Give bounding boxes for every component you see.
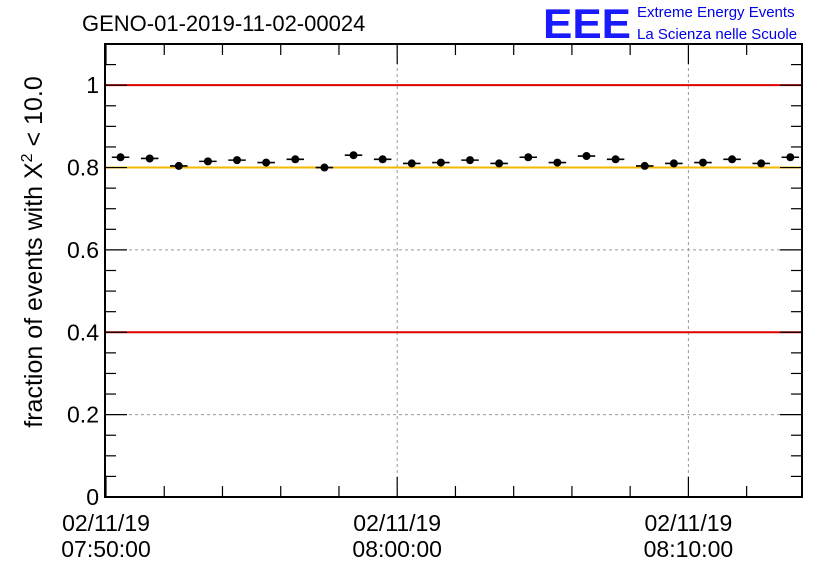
chart-title: GENO-01-2019-11-02-00024 [82,11,365,36]
data-point [553,158,562,167]
data-point [669,159,678,168]
data-point [728,155,737,164]
y-tick-label: 0.6 [67,237,99,263]
data-point [291,155,300,164]
y-tick-labels: 0 0.2 0.4 0.6 0.8 1 [67,72,99,510]
data-point [436,158,445,167]
data-point [349,151,358,160]
data-point [233,156,242,165]
data-point [786,153,795,162]
y-axis-label-symbol: X [20,162,48,179]
y-tick-label: 0.2 [67,402,99,428]
x-tick-label-date: 02/11/19 [353,510,441,536]
data-point [495,159,504,168]
x-tick-label-time: 08:10:00 [644,536,734,562]
data-point [174,161,183,170]
reference-lines [105,84,802,334]
data-point [145,154,154,163]
y-axis-label-power: 2 [19,153,36,162]
y-tick-label: 1 [86,72,99,98]
x-tick-label-date: 02/11/19 [644,510,732,536]
data-point [407,159,416,168]
axis-ticks [105,43,802,498]
x-tick-label-time: 07:50:00 [61,536,151,562]
data-point [203,157,212,166]
data-points [111,151,800,172]
data-point [611,155,620,164]
grid-lines [105,44,802,497]
y-tick-label: 0.8 [67,155,99,181]
x-tick-labels: 02/11/1907:50:0002/11/1908:00:0002/11/19… [61,510,733,562]
eee-logo: EEE Extreme Energy Events La Scienza nel… [543,0,797,47]
data-point [378,155,387,164]
logo-line1: Extreme Energy Events [637,4,795,21]
data-point [524,153,533,162]
y-tick-label: 0.4 [67,319,99,345]
data-point [640,161,649,170]
data-point [698,158,707,167]
logo-line2: La Scienza nelle Scuole [637,26,797,43]
y-axis-label: fraction of events with X2 < 10.0 [19,76,48,427]
plot-frame [104,43,803,498]
y-axis-label-prefix: fraction of events with [20,179,48,428]
logo-mark: EEE [543,0,631,47]
data-point [262,158,271,167]
data-point [466,156,474,165]
data-point [320,163,329,172]
y-axis-label-suffix: < 10.0 [20,76,48,153]
x-tick-label-time: 08:00:00 [352,536,442,562]
data-point [757,159,766,168]
y-tick-label: 0 [86,484,99,510]
data-point [582,152,591,161]
data-point [116,153,125,162]
x-tick-label-date: 02/11/19 [62,510,150,536]
